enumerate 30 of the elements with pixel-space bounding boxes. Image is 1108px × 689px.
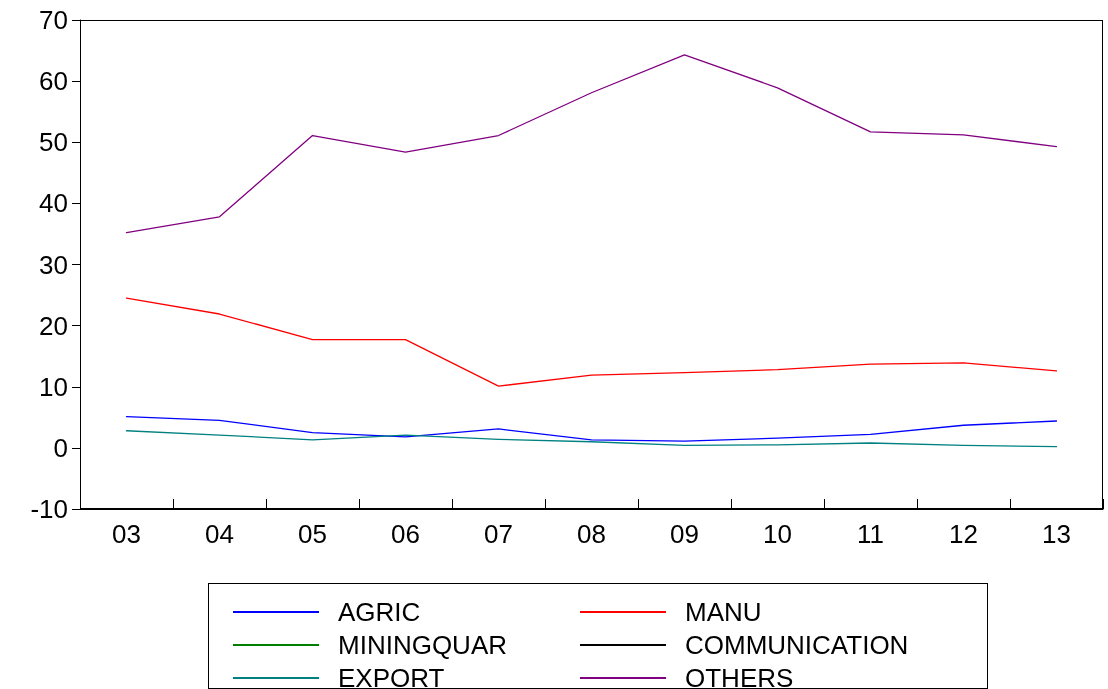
line-series (125, 297, 1058, 387)
x-tick-label: 12 (949, 519, 978, 549)
y-tick-label: 70 (39, 5, 68, 35)
x-tick-label: 10 (763, 519, 792, 549)
x-tick-label: 03 (112, 519, 141, 549)
y-tick-label: 30 (39, 249, 68, 280)
y-tick-label: 10 (39, 371, 68, 402)
x-tick-label: 04 (205, 519, 234, 549)
x-tick-label: 09 (670, 519, 699, 549)
line-series (125, 416, 1058, 442)
legend-label: EXPORT (338, 663, 445, 689)
x-tick-label: 06 (391, 519, 420, 549)
x-tick-label: 07 (484, 519, 513, 549)
legend-label: MANU (685, 597, 762, 627)
y-tick-label: 50 (39, 127, 68, 158)
y-tick-label: -10 (30, 494, 68, 524)
y-tick-label: 60 (39, 66, 68, 97)
line-series (125, 54, 1058, 234)
y-tick-label: 40 (39, 188, 68, 219)
x-tick-label: 13 (1042, 519, 1071, 549)
legend-label: MININGQUAR (338, 630, 507, 660)
line-series (125, 430, 1058, 448)
legend-label: COMMUNICATION (685, 630, 909, 660)
x-tick-label: 11 (857, 519, 884, 549)
legend-label: AGRIC (338, 597, 421, 627)
y-tick-label: 20 (39, 310, 68, 341)
y-tick-label: 0 (53, 432, 68, 463)
x-tick-label: 08 (577, 519, 606, 549)
legend-label: OTHERS (685, 663, 794, 689)
x-tick-label: 05 (298, 519, 327, 549)
